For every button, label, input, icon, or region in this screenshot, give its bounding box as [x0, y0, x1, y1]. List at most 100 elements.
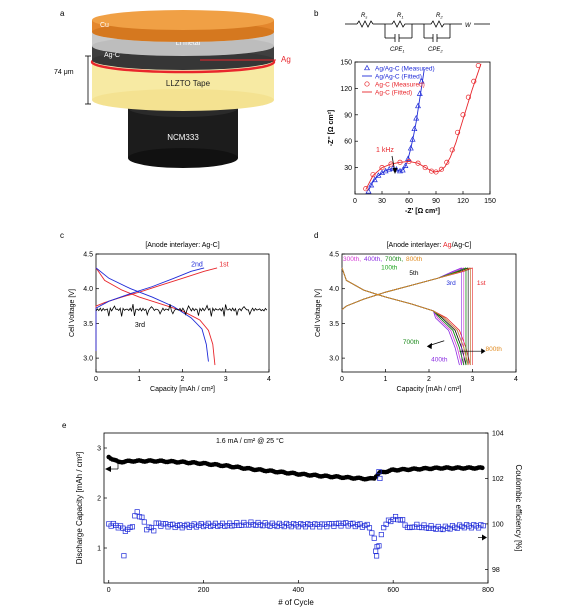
y2-tick-label: 100	[492, 521, 504, 528]
y-tick-label: 150	[340, 60, 352, 67]
title-suffix: /Ag-C]	[452, 242, 472, 249]
ag-label: Ag	[281, 55, 291, 64]
triangle-marker	[371, 176, 378, 183]
ce-point	[129, 524, 135, 530]
circle-marker	[379, 165, 385, 171]
y-tick-label: 3.5	[329, 321, 339, 328]
agc-label: Ag-C	[104, 52, 120, 59]
title-prefix: [Anode interlayer:	[387, 242, 443, 249]
li-label: Li metal	[176, 40, 201, 47]
title-ag: Ag	[443, 242, 452, 249]
voltage-profile-ag-agc: 0 1 2 3 4 3.0 3.5 4.0 4.5 [Anode interlayer: Ag/A…	[315, 242, 518, 393]
label-3rd: 3rd	[446, 280, 456, 287]
panel-label-c: c	[60, 231, 64, 240]
series-2nd-discharge	[95, 267, 209, 362]
x-tick-label: 800	[482, 587, 494, 594]
y2-tick-label: 98	[492, 567, 500, 574]
circle-marker	[422, 165, 428, 171]
y-tick-label: 2	[97, 496, 101, 503]
circle-marker	[438, 166, 444, 172]
y-tick-label: 3.0	[83, 356, 93, 363]
ce-point	[371, 535, 377, 541]
circle-marker	[465, 94, 471, 100]
series-300th-charge	[341, 267, 464, 310]
ce-outlier-point	[373, 548, 379, 554]
tape-label: LLZTO Tape	[166, 79, 211, 88]
legend-label: Ag/Ag-C (Fitted)	[375, 74, 422, 81]
cu-label: Cu	[100, 22, 109, 29]
x-tick-label: 4	[267, 376, 271, 383]
y-tick-label: 4.0	[329, 286, 339, 293]
ce-point	[374, 553, 380, 559]
x-tick-label: 120	[457, 198, 469, 205]
y-tick-label: 90	[344, 112, 352, 119]
series-2nd-charge	[95, 267, 205, 309]
triangle-marker	[399, 166, 406, 173]
ce-point	[134, 509, 140, 515]
x-tick-label: 0	[353, 198, 357, 205]
label-700th-top: 700th,	[385, 256, 403, 263]
x-tick-label: 150	[484, 198, 496, 205]
circle-marker	[460, 112, 466, 118]
ce-point	[369, 530, 375, 536]
legend-label: Ag/Ag-C (Measured)	[375, 66, 435, 73]
ce-point	[400, 517, 406, 523]
y-tick-label: 4.0	[83, 286, 93, 293]
thickness-label: 74 μm	[54, 69, 74, 76]
ce-outlier-point	[377, 475, 383, 482]
y-tick-label: 3	[97, 446, 101, 453]
ce-point	[151, 528, 157, 534]
w-label: W	[465, 23, 472, 29]
y-tick-label: 120	[340, 86, 352, 93]
x-tick-label: 200	[198, 587, 210, 594]
x-tick-label: 60	[405, 198, 413, 205]
cu-layer: Cu	[92, 10, 274, 42]
x-tick-label: 0	[340, 376, 344, 383]
label-700th: 700th	[403, 339, 420, 346]
series-800th-charge	[341, 267, 471, 310]
voltage-profile-ag-c: 0 1 2 3 4 3.0 3.5 4.0 4.5 [Anode interlayer: Ag-C…	[69, 242, 271, 393]
x-tick-label: 90	[432, 198, 440, 205]
r-2-label: R2	[436, 13, 443, 20]
ce-point	[378, 532, 384, 538]
legend-label: Ag-C (Measured)	[375, 82, 425, 89]
circle-marker	[370, 172, 376, 178]
frequency-arrowhead	[392, 168, 398, 174]
y-tick-label: 1	[97, 546, 101, 553]
plot-frame	[103, 432, 489, 584]
triangle-marker	[368, 181, 375, 188]
ce-outlier-point	[121, 553, 127, 559]
cell-schematic: NCM333 LLZTO Tape Ag-C Li metal Cu	[54, 10, 291, 168]
plot-title: [Anode interlayer: Ag/Ag-C]	[387, 242, 472, 249]
x-tick-label: 2	[181, 376, 185, 383]
x-tick-label: 1	[137, 376, 141, 383]
series-3rd-trace	[95, 304, 268, 317]
y2-tick-label: 102	[492, 476, 504, 483]
capacity-arrowhead-right	[481, 348, 486, 354]
y-axis-label: Discharge Capacity [mAh / cm²]	[75, 452, 84, 564]
x-axis-label: -Z' [Ω cm²]	[405, 208, 440, 215]
nyquist-plot: 0 30 60 90 120 150 30 60 90 120 150 -Z' [Ω cm²] -Z''…	[328, 60, 496, 216]
plot-frame	[341, 253, 517, 373]
series-1st-discharge	[95, 267, 216, 366]
y-axis-label: -Z'' [Ω cm²]	[328, 110, 335, 147]
x-tick-label: 1	[384, 376, 388, 383]
test-condition-annotation: 1.6 mA / cm² @ 25 °C	[216, 437, 284, 445]
circle-marker	[444, 159, 450, 165]
y-tick-label: 30	[344, 165, 352, 172]
triangle-marker	[416, 90, 423, 96]
label-1st: 1st	[477, 280, 486, 287]
y-tick-label: 4.5	[83, 252, 93, 259]
label-1st: 1st	[219, 261, 228, 268]
ce-point	[480, 523, 486, 529]
label-2nd: 2nd	[191, 261, 203, 268]
x-tick-label: 3	[224, 376, 228, 383]
y-axis-label: Cell Voltage [V]	[69, 289, 76, 337]
ce-outlier-point	[376, 469, 382, 475]
y-axis-label: Cell Voltage [V]	[315, 289, 322, 337]
label-400th-top: 400th,	[364, 256, 382, 263]
panel-label-a: a	[60, 9, 65, 18]
cpe-2-label: CPE2	[428, 47, 443, 54]
plot-frame	[354, 61, 491, 195]
